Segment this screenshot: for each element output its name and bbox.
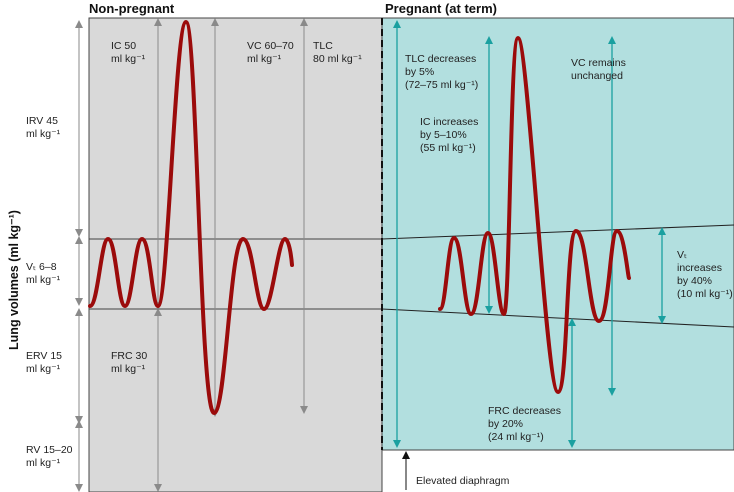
vc-label: VC 60–70 ml kg⁻¹ [247,40,297,65]
pregnant-breathing-trace [438,35,631,395]
non-pregnant-title: Non-pregnant [89,1,175,16]
pregnant-tlc-label: TLC decreases by 5% (72–75 ml kg⁻¹) [405,53,479,91]
pregnant-ic-label: IC increases by 5–10% (55 ml kg⁻¹) [420,116,481,154]
frc-label: FRC 30 ml kg⁻¹ [111,350,150,375]
erv-label: ERV 15 ml kg⁻¹ [26,350,65,375]
ic-label: IC 50 ml kg⁻¹ [111,40,146,65]
end-inspiration-line-right [381,224,734,240]
y-axis-label: Lung volumes (ml kg⁻¹) [7,210,21,350]
pregnant-frc-label: FRC decreases by 20% (24 ml kg⁻¹) [488,405,564,443]
end-expiration-line-right [381,308,734,328]
rv-label: RV 15–20 ml kg⁻¹ [26,444,75,469]
tlc-label: TLC 80 ml kg⁻¹ [313,40,362,65]
pregnant-title: Pregnant (at term) [385,1,497,16]
irv-label: IRV 45 ml kg⁻¹ [26,115,61,140]
pregnant-vc-label: VC remains unchanged [571,57,629,82]
pregnant-panel [381,17,734,451]
non-pregnant-breathing-trace [88,19,294,416]
elevated-diaphragm-label: Elevated diaphragm [416,475,510,487]
vt-label: Vₜ 6–8 ml kg⁻¹ [26,261,61,286]
pregnant-vt-label: Vₜ increases by 40% (10 ml kg⁻¹) [677,249,733,300]
